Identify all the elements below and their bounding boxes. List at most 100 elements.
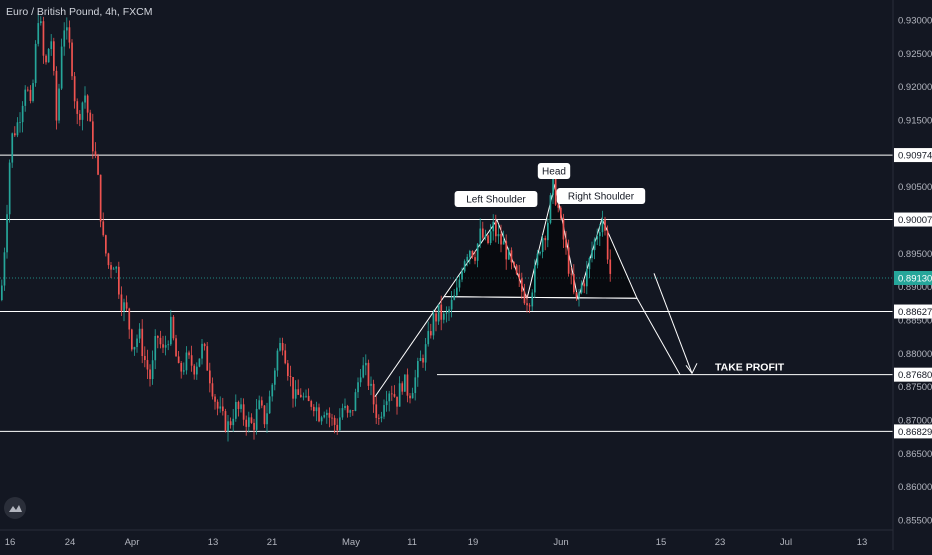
price-tick-label: 0.92500 <box>898 49 932 60</box>
candle-body <box>146 360 149 370</box>
candle-body <box>154 335 157 361</box>
candle-body <box>570 273 573 275</box>
candle-body <box>170 316 172 345</box>
right-shoulder-label: Right Shoulder <box>568 192 635 203</box>
time-tick-label: 21 <box>267 537 278 548</box>
candle-body <box>336 424 339 431</box>
candle-body <box>375 404 378 418</box>
candle-body <box>393 394 396 397</box>
candle-body <box>19 122 21 123</box>
price-tick-label: 0.88000 <box>898 349 932 360</box>
candle-body <box>495 221 497 237</box>
take-profit-label: TAKE PROFIT <box>715 362 785 374</box>
last-price-tag <box>894 271 932 285</box>
candle-body <box>232 418 235 426</box>
annotations-layer: Left Shoulder Head Right Shoulder TAKE PROF… <box>454 163 785 374</box>
tradingview-logo-icon[interactable] <box>4 497 26 519</box>
candle-body <box>188 352 190 356</box>
candle-body <box>388 393 391 402</box>
candle-body <box>133 347 136 350</box>
candle-body <box>406 374 409 396</box>
candle-body <box>440 304 443 320</box>
candle-body <box>240 404 242 409</box>
candle-body <box>216 401 219 409</box>
level-price-tag <box>894 148 932 163</box>
time-tick-label: 11 <box>407 537 417 548</box>
candle-body <box>118 266 120 295</box>
candle-body <box>141 328 144 357</box>
candle-body <box>128 308 131 330</box>
candle-body <box>66 27 68 31</box>
candle-body <box>482 228 484 238</box>
candle-body <box>284 350 287 364</box>
candle-body <box>287 363 289 377</box>
candle-body <box>404 374 406 392</box>
candle-body <box>346 405 349 413</box>
candle-body <box>583 283 586 287</box>
level-price-tag <box>894 424 932 439</box>
candle-body <box>53 41 55 71</box>
candle-body <box>164 345 167 348</box>
candle-body <box>224 411 227 432</box>
candle-body <box>300 394 302 398</box>
candle-body <box>445 312 448 314</box>
time-tick-label: 19 <box>468 537 479 548</box>
candle-body <box>430 331 432 336</box>
candle-body <box>68 27 71 43</box>
candle-body <box>11 133 14 163</box>
candle-body <box>190 355 193 366</box>
candle-body <box>565 239 567 248</box>
candle-body <box>492 221 495 232</box>
candle-body <box>258 400 261 409</box>
candle-body <box>435 313 437 322</box>
candle-body <box>528 305 531 307</box>
candle-body <box>115 266 118 269</box>
candle-body <box>196 366 198 375</box>
candle-body <box>596 236 599 240</box>
candle-body <box>385 401 388 406</box>
candle-body <box>601 219 604 233</box>
level-price-label: 0.90007 <box>898 215 932 226</box>
candle-body <box>222 406 224 412</box>
candle-body <box>47 48 50 63</box>
time-tick-label: 15 <box>656 537 667 548</box>
logo-glyph-icon <box>9 505 22 512</box>
level-price-label: 0.88627 <box>898 307 932 318</box>
candle-body <box>81 102 84 120</box>
candle-body <box>94 151 97 156</box>
candle-body <box>89 112 92 122</box>
candle-body <box>326 412 328 416</box>
candle-body <box>505 241 508 260</box>
candle-body <box>463 261 466 272</box>
candle-body <box>185 352 188 371</box>
candle-body <box>24 89 27 106</box>
candle-body <box>34 43 37 84</box>
price-tick-label: 0.91500 <box>898 116 932 127</box>
candle-body <box>71 42 73 77</box>
candle-body <box>461 271 463 280</box>
time-tick-label: 13 <box>208 537 219 548</box>
candle-body <box>419 358 422 362</box>
candle-body <box>193 365 196 375</box>
candle-body <box>86 95 89 113</box>
candle-body <box>560 207 562 219</box>
candle-body <box>201 343 203 359</box>
candle-body <box>489 231 492 244</box>
candle-body <box>235 401 237 419</box>
candle-body <box>370 383 372 386</box>
candle-body <box>281 343 284 351</box>
price-tick-label: 0.93000 <box>898 16 932 27</box>
candle-body <box>554 177 557 205</box>
candle-body <box>318 407 320 422</box>
candle-body <box>307 395 310 402</box>
candle-body <box>588 257 591 270</box>
candle-body <box>211 383 214 397</box>
candle-body <box>578 292 580 298</box>
candle-body <box>37 23 40 44</box>
candle-body <box>352 410 354 411</box>
candle-body <box>14 133 16 136</box>
time-tick-label: May <box>342 537 360 548</box>
arrow-head-icon <box>685 363 698 375</box>
